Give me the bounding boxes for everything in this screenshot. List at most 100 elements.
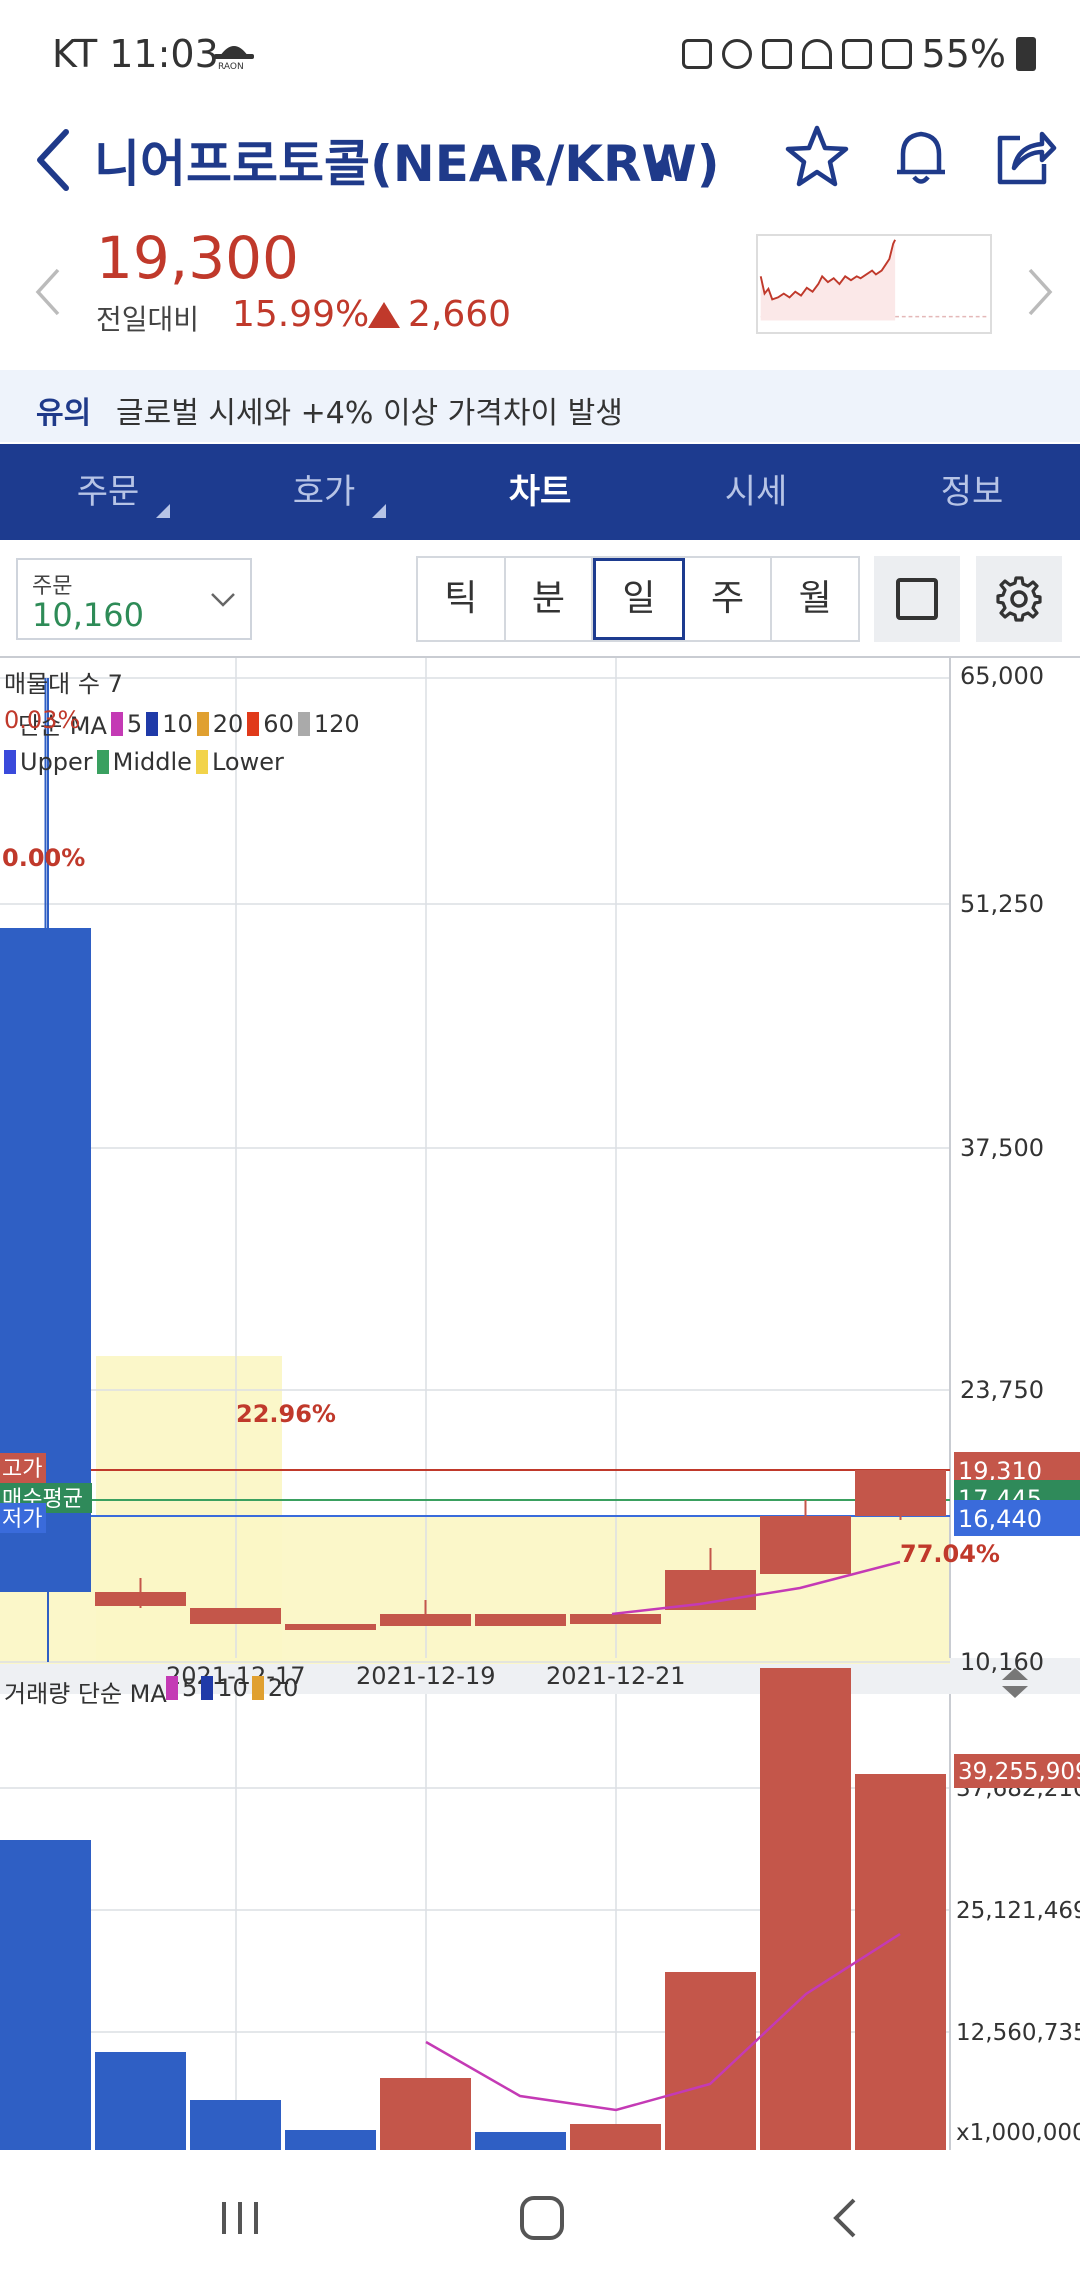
candle-body (95, 1592, 186, 1606)
date-label: 2021-12-19 (356, 1662, 495, 1690)
change-amount: 2,660 (408, 294, 512, 335)
ma5-swatch (110, 711, 123, 736)
battery-level: 55% (921, 32, 1006, 76)
change-label: 전일대비 (96, 303, 200, 336)
ma5-label: 5 (126, 709, 143, 738)
price-y-tick: 37,500 (960, 1134, 1044, 1162)
gear-icon (996, 576, 1042, 622)
price-y-tick: 23,750 (960, 1376, 1044, 1404)
notice-tag: 유의 (36, 396, 92, 431)
low-price-tag: 16,440 (958, 1505, 1042, 1533)
price-summary: 19,300 전일대비 15.99% 2,660 (0, 210, 1080, 370)
volume-bar (855, 1774, 946, 2150)
volume-tag: 39,255,909 (958, 1759, 1080, 1785)
toolbar-divider (0, 656, 1080, 658)
system-nav-bar (0, 2152, 1080, 2280)
alarm-icon (721, 39, 752, 69)
fullscreen-button[interactable] (874, 556, 960, 642)
period-tick-button[interactable]: 틱 (418, 558, 506, 640)
star-icon[interactable] (782, 122, 852, 192)
volume-bar (380, 2078, 471, 2150)
price-y-tick: 51,250 (960, 890, 1044, 918)
ma-legend: 0.03% 단순 MA 5 10 20 60 120 (4, 706, 360, 741)
sparkline-chart (756, 234, 992, 334)
ma20-swatch (196, 711, 209, 736)
current-price: 19,300 (96, 224, 299, 292)
change-percent: 15.99% (232, 294, 370, 335)
bell-icon[interactable] (886, 122, 956, 192)
vol-ma10-swatch (201, 1676, 214, 1700)
bb-lower-swatch (195, 750, 208, 774)
candle-body (285, 1624, 376, 1630)
volume-profile-pct-mid: 22.96% (236, 1400, 336, 1428)
battery-icon (1016, 37, 1036, 71)
candle-body (190, 1608, 281, 1624)
order-value: 10,160 (32, 596, 144, 634)
system-back-icon[interactable] (816, 2188, 876, 2248)
chart-canvas[interactable]: 65,00051,25037,50023,75010,16019,31017,4… (0, 658, 1080, 2152)
candle-body (855, 1470, 946, 1516)
carrier-time: KT 11:03 (52, 32, 219, 76)
period-minute-button[interactable]: 분 (506, 558, 594, 640)
prev-coin-icon[interactable] (30, 262, 66, 322)
volume-ma-legend: 5 10 20 (166, 1674, 298, 1702)
low-price-tag-bg (954, 1500, 1080, 1536)
volume-multiplier: x1,000,000 (956, 2120, 1080, 2146)
square-icon (896, 578, 938, 620)
bb-middle-label: Middle (112, 748, 192, 776)
candle-body (570, 1614, 661, 1624)
bb-lower-label: Lower (211, 748, 284, 776)
settings-button[interactable] (976, 556, 1062, 642)
order-dropdown[interactable]: 주문 10,160 (16, 558, 252, 640)
svg-text:RAON: RAON (218, 62, 244, 70)
tab-market[interactable]: 시세 (724, 472, 788, 512)
status-bar: KT 11:03 RAON 55% (0, 0, 1080, 110)
period-month-button[interactable]: 월 (798, 578, 832, 619)
volume-y-tick: 25,121,469 (956, 1898, 1080, 1924)
hd-icon (841, 39, 872, 69)
price-y-tick: 65,000 (960, 662, 1044, 690)
app-header: 니어프로토콜(NEAR/KRW) (0, 110, 1080, 210)
up-triangle-icon (368, 302, 400, 328)
main-tabs: 주문 호가 차트 시세 정보 (0, 444, 1080, 540)
recent-apps-icon[interactable] (210, 2188, 270, 2248)
volume-bar (95, 2052, 186, 2150)
chart-toolbar: 주문 10,160 틱 분 일 주 월 (0, 540, 1080, 656)
vol-ma10-label: 10 (217, 1674, 248, 1702)
status-icons: 55% (681, 32, 1036, 76)
volume-bar (0, 1840, 91, 2150)
date-label: 2021-12-17 (166, 1662, 305, 1690)
ma60-swatch (247, 711, 260, 736)
volume-ma5-line (425, 1932, 901, 2112)
volume-tag-bg (954, 1754, 1080, 1788)
bb-upper-swatch (4, 750, 16, 774)
home-icon[interactable] (512, 2188, 572, 2248)
back-icon[interactable] (26, 120, 86, 200)
tab-info[interactable]: 정보 (940, 472, 1004, 512)
tab-chart[interactable]: 차트 (508, 472, 572, 512)
volume-profile-pct-right: 77.04% (900, 1540, 1000, 1568)
price-chart[interactable]: 65,000 51,250 37,500 23,750 10,160 19,310 17,4… (0, 658, 1080, 2152)
tab-order[interactable]: 주문 (0, 444, 216, 540)
recycle-icon (681, 39, 712, 69)
ma20-label: 20 (212, 709, 244, 738)
wifi-icon (801, 39, 832, 69)
period-day-button[interactable]: 일 (593, 558, 685, 640)
low-tag: 저가 (2, 1507, 42, 1532)
vol-ma5-label: 5 (182, 1674, 198, 1702)
volume-bar (570, 2124, 661, 2150)
volume-profile-label: 매물대 수 7 (4, 670, 123, 698)
share-icon[interactable] (990, 122, 1060, 192)
next-coin-icon[interactable] (1022, 262, 1058, 322)
high-tag: 고가 (2, 1457, 42, 1482)
page-title[interactable]: 니어프로토콜(NEAR/KRW) (94, 135, 720, 193)
mute-icon (761, 39, 792, 69)
period-week-button[interactable]: 주 (685, 558, 773, 640)
pane-resize-up-icon (1002, 1668, 1028, 1680)
volume-profile-pct-top: 0.00% (2, 844, 86, 872)
candle-body (475, 1614, 566, 1626)
vol-ma5-swatch (166, 1676, 178, 1700)
tab-orderbook[interactable]: 호가 (216, 444, 432, 540)
volume-bar (665, 1972, 756, 2150)
chevron-down-icon (211, 593, 235, 607)
